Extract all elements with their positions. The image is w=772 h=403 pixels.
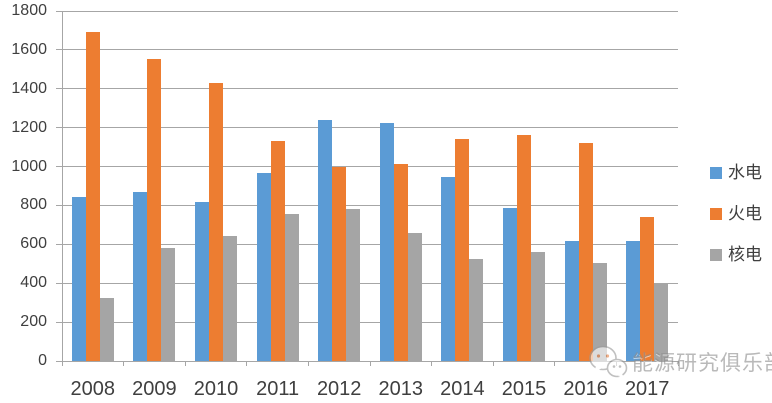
y-axis-label: 0 (38, 352, 47, 369)
bar-火电-2015 (517, 135, 531, 361)
y-axis-label: 1400 (11, 79, 47, 97)
bar-核电-2012 (346, 209, 360, 361)
y-axis-tick (56, 10, 62, 12)
y-axis-label: 600 (20, 235, 47, 253)
gridline-1200 (62, 127, 678, 129)
bar-核电-2008 (100, 298, 114, 361)
gridline-1000 (62, 166, 678, 168)
y-axis-tick (56, 243, 62, 245)
bar-火电-2016 (579, 143, 593, 361)
x-axis-tick (677, 361, 679, 366)
gridline-400 (62, 282, 678, 284)
x-axis-label-2010: 2010 (193, 378, 239, 400)
x-axis-tick (615, 361, 617, 366)
x-axis-label-2014: 2014 (440, 378, 485, 400)
bar-火电-2017 (640, 217, 654, 361)
legend-swatch-核电 (710, 248, 722, 261)
y-axis-label: 1200 (11, 118, 47, 136)
x-axis-label-2012: 2012 (316, 378, 362, 400)
x-axis-tick (184, 361, 186, 366)
bar-核电-2015 (531, 252, 545, 361)
bar-火电-2014 (455, 139, 469, 361)
bar-核电-2014 (469, 259, 483, 361)
x-axis-label-2009: 2009 (132, 378, 177, 400)
x-axis-tick (307, 361, 309, 366)
gridline-1800 (62, 10, 678, 12)
y-axis-label: 200 (20, 313, 47, 331)
bar-火电-2012 (332, 167, 346, 361)
x-axis-label-2008: 2008 (70, 378, 116, 400)
x-axis-tick (492, 361, 494, 366)
y-axis-tick (56, 49, 62, 51)
bar-水电-2014 (441, 177, 455, 361)
x-axis-tick (123, 361, 125, 366)
bar-火电-2010 (209, 83, 223, 361)
legend-item-核电: 核电 (710, 246, 762, 263)
gridline-1400 (62, 88, 678, 90)
bar-火电-2013 (394, 164, 408, 361)
bar-核电-2009 (161, 248, 175, 361)
bar-水电-2012 (318, 120, 332, 361)
bar-水电-2008 (72, 197, 86, 361)
legend-swatch-火电 (710, 207, 722, 220)
bar-核电-2013 (408, 233, 422, 361)
x-axis-tick (369, 361, 371, 366)
bar-火电-2011 (271, 141, 285, 361)
x-axis-label-2016: 2016 (563, 378, 608, 400)
y-axis-tick (56, 360, 62, 362)
bar-水电-2010 (195, 202, 209, 361)
bar-火电-2009 (147, 59, 161, 361)
x-axis-label-2013: 2013 (378, 378, 424, 400)
y-axis-label: 1000 (11, 157, 47, 175)
y-axis-tick (56, 127, 62, 129)
gridline-600 (62, 243, 678, 245)
bar-核电-2011 (285, 214, 299, 361)
gridline-200 (62, 321, 678, 323)
y-axis-tick (56, 204, 62, 206)
bar-水电-2017 (626, 241, 640, 361)
x-axis-tick (61, 361, 63, 366)
y-axis-tick (56, 166, 62, 168)
y-axis-label: 400 (20, 274, 47, 292)
bar-水电-2016 (565, 241, 579, 361)
y-axis-tick (56, 88, 62, 90)
legend-label-水电: 水电 (728, 163, 762, 182)
legend-label-核电: 核电 (728, 245, 762, 264)
legend-label-火电: 火电 (728, 204, 762, 223)
bar-火电-2008 (86, 32, 100, 361)
y-axis-label: 1600 (11, 40, 47, 58)
x-axis-label-2017: 2017 (624, 378, 670, 400)
x-axis-tick (554, 361, 556, 366)
x-axis-tick (246, 361, 248, 366)
legend-item-水电: 水电 (710, 164, 762, 181)
bar-水电-2009 (133, 192, 147, 361)
y-axis-tick (56, 321, 62, 323)
bar-核电-2010 (223, 236, 237, 361)
x-axis-label-2015: 2015 (501, 378, 547, 400)
legend: 水电 火电 核电 (710, 164, 762, 287)
legend-item-火电: 火电 (710, 205, 762, 222)
bar-核电-2017 (654, 284, 668, 361)
y-axis-line (62, 11, 63, 362)
y-axis-tick (56, 282, 62, 284)
x-axis-tick (431, 361, 433, 366)
bar-水电-2013 (380, 123, 394, 361)
gridline-1600 (62, 49, 678, 51)
y-axis-label: 1800 (11, 2, 47, 19)
y-axis-label: 800 (20, 196, 47, 214)
bar-水电-2015 (503, 208, 517, 361)
bar-水电-2011 (257, 173, 271, 361)
x-axis-label-2011: 2011 (256, 378, 300, 400)
bar-核电-2016 (593, 263, 607, 361)
legend-swatch-水电 (710, 166, 722, 179)
gridline-800 (62, 204, 678, 206)
